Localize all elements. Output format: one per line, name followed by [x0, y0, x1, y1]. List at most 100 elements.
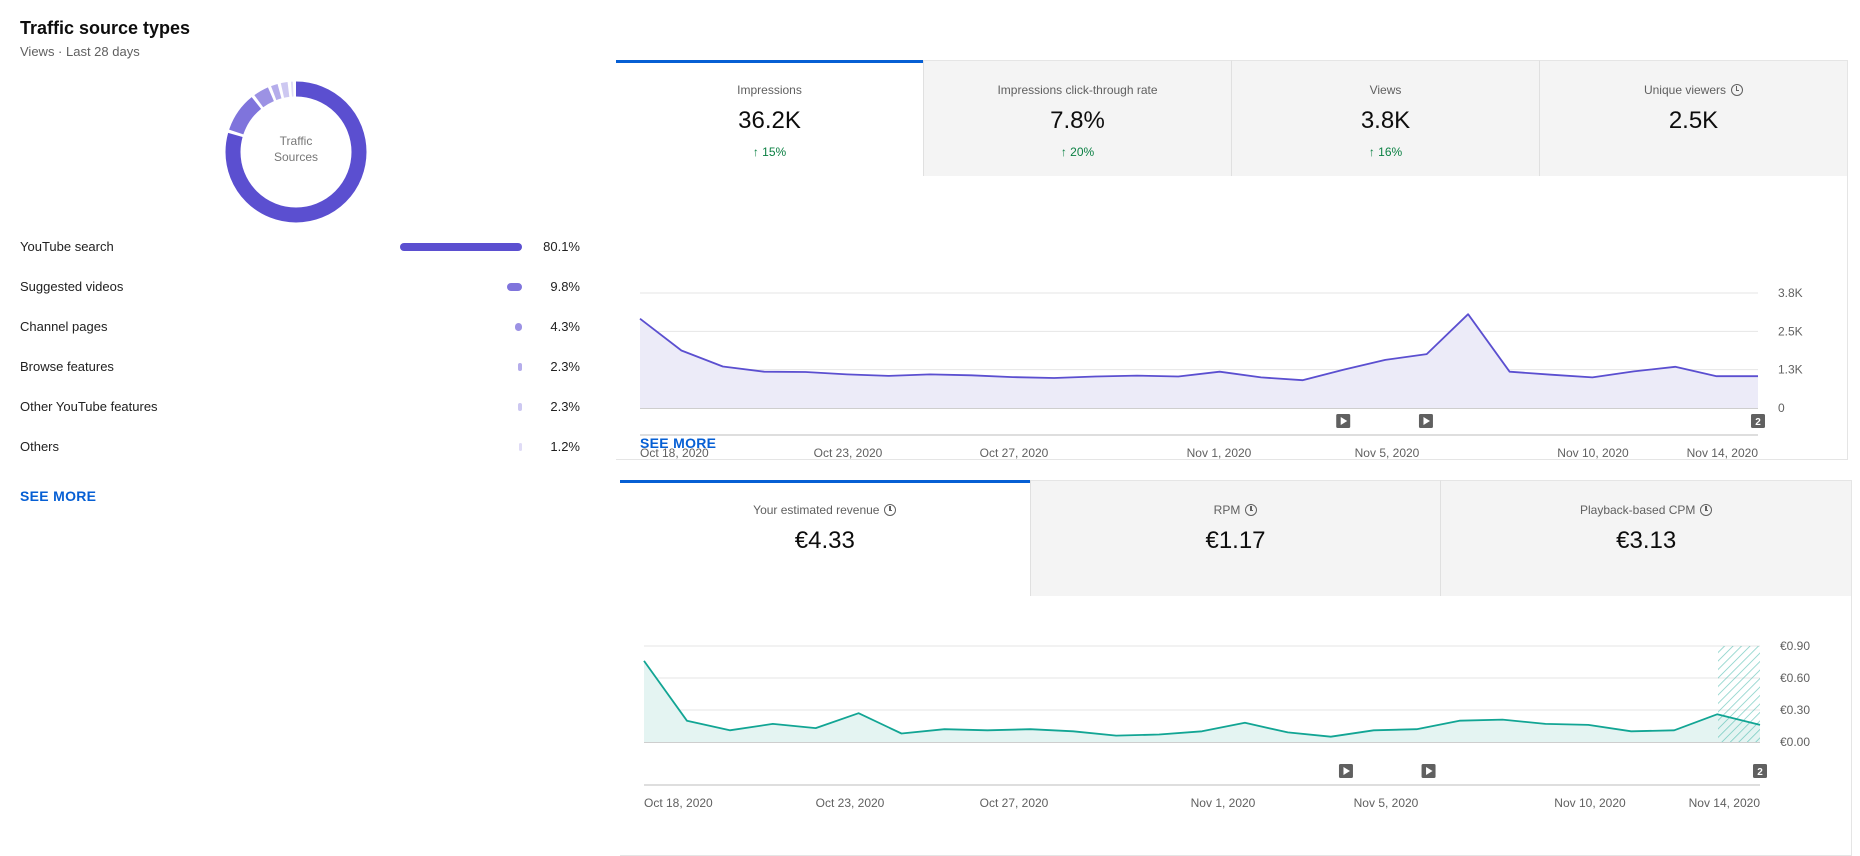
metric-label-text: Your estimated revenue — [753, 503, 880, 517]
metric-tab[interactable]: Unique viewers 2.5K — [1539, 60, 1847, 176]
metric-tab-label: Your estimated revenue — [753, 503, 897, 517]
traffic-source-row[interactable]: Channel pages 4.3% — [20, 316, 580, 356]
traffic-source-bar — [507, 283, 522, 291]
x-tick-label: Oct 18, 2020 — [644, 796, 713, 810]
traffic-source-percent: 80.1% — [543, 239, 580, 254]
traffic-source-list: YouTube search 80.1% Suggested videos 9.8% C… — [20, 236, 580, 476]
metric-change-value: 20% — [1070, 145, 1095, 159]
y-tick-label: €0.00 — [1780, 735, 1810, 749]
metric-value: 3.8K — [1360, 107, 1411, 134]
metric-tab[interactable]: Impressions 36.2K ↑ 15% — [616, 60, 923, 176]
x-tick-label: Nov 1, 2020 — [1187, 446, 1252, 460]
series-area — [640, 314, 1758, 408]
multi-marker-badge[interactable]: 2 — [1751, 414, 1765, 428]
y-tick-label: €0.90 — [1780, 639, 1810, 653]
video-marker-play-icon[interactable] — [1418, 414, 1433, 428]
metric-value: 7.8% — [1050, 107, 1105, 134]
arrow-up-icon: ↑ — [1060, 145, 1071, 159]
metric-change: ↑ 20% — [924, 145, 1231, 159]
donut-center-label: Traffic Sources — [273, 134, 319, 164]
metric-tab-label: Impressions — [737, 83, 802, 97]
metric-change-value: 16% — [1378, 145, 1403, 159]
metric-value: 36.2K — [738, 107, 801, 134]
metric-tab-label: RPM — [1214, 503, 1258, 517]
see-more-button[interactable]: SEE MORE — [20, 488, 97, 504]
traffic-source-row[interactable]: Other YouTube features 2.3% — [20, 396, 580, 436]
video-marker-play-icon[interactable] — [1421, 764, 1436, 778]
traffic-source-bar — [519, 443, 522, 451]
traffic-source-percent: 2.3% — [550, 399, 580, 414]
metric-tab[interactable]: RPM €1.17 — [1029, 480, 1441, 596]
metric-value: €3.13 — [1616, 527, 1677, 554]
metric-label-text: Playback-based CPM — [1579, 503, 1696, 517]
clock-icon[interactable] — [884, 504, 897, 516]
traffic-source-panel: Traffic source types Views · Last 28 day… — [20, 18, 580, 504]
see-more-button[interactable]: SEE MORE — [640, 435, 717, 451]
impressions-chart[interactable]: 3.8K 2.5K 1.3K 0 2 Oct 18, 2020 Oct 23, 2020 Oc… — [616, 176, 1848, 466]
metric-change: ↑ 16% — [1232, 145, 1539, 159]
series-area — [644, 660, 1760, 742]
series-line[interactable] — [643, 660, 1761, 738]
x-tick-label: Nov 5, 2020 — [1354, 796, 1419, 810]
metric-change-value: 15% — [762, 145, 787, 159]
metric-value: €1.17 — [1205, 527, 1266, 554]
x-tick-label: Nov 14, 2020 — [1687, 446, 1759, 460]
x-tick-label: Oct 18, 2020 — [640, 446, 709, 460]
x-tick-label: Nov 10, 2020 — [1554, 796, 1626, 810]
video-marker-play-icon[interactable] — [1336, 414, 1351, 428]
traffic-source-row[interactable]: YouTube search 80.1% — [20, 236, 580, 276]
metric-tab[interactable]: Your estimated revenue €4.33 — [620, 480, 1030, 596]
x-tick-label: Nov 14, 2020 — [1689, 796, 1761, 810]
y-tick-label: €0.60 — [1780, 671, 1810, 685]
metric-tab[interactable]: Views 3.8K ↑ 16% — [1231, 60, 1539, 176]
traffic-donut-chart[interactable]: Traffic Sources — [224, 80, 368, 224]
y-tick-label: 2.5K — [1778, 324, 1803, 338]
metric-value: 2.5K — [1668, 107, 1719, 134]
traffic-source-label: Browse features — [20, 359, 114, 374]
traffic-source-row[interactable]: Suggested videos 9.8% — [20, 276, 580, 316]
traffic-source-row[interactable]: Browse features 2.3% — [20, 356, 580, 396]
arrow-up-icon: ↑ — [1368, 145, 1379, 159]
metric-value: €4.33 — [794, 527, 855, 554]
y-tick-label: 1.3K — [1778, 363, 1803, 377]
svg-text:2: 2 — [1757, 767, 1763, 778]
clock-icon[interactable] — [1245, 504, 1258, 516]
metric-label-text: Impressions — [737, 83, 802, 97]
traffic-source-label: Others — [20, 439, 60, 454]
arrow-up-icon: ↑ — [752, 145, 763, 159]
traffic-source-percent: 4.3% — [550, 319, 580, 334]
traffic-source-bar — [400, 243, 522, 251]
metric-label-text: RPM — [1213, 503, 1241, 517]
metric-tab[interactable]: Playback-based CPM €3.13 — [1440, 480, 1852, 596]
traffic-source-percent: 2.3% — [550, 359, 580, 374]
x-tick-label: Nov 10, 2020 — [1557, 446, 1629, 460]
revenue-chart[interactable]: €0.90 €0.60 €0.30 €0.00 2 Oct 18, 2020 Oct 23,… — [620, 596, 1852, 856]
donut-slice-0[interactable] — [225, 81, 367, 223]
traffic-source-row[interactable]: Others 1.2% — [20, 436, 580, 476]
panel-subtitle: Views · Last 28 days — [20, 44, 140, 59]
video-marker-play-icon[interactable] — [1338, 764, 1353, 778]
metric-label-text: Views — [1369, 83, 1402, 97]
traffic-source-bar — [518, 403, 522, 411]
y-tick-label: €0.30 — [1780, 703, 1810, 717]
metric-label-text: Impressions click-through rate — [997, 83, 1158, 97]
metric-tab-label: Playback-based CPM — [1579, 503, 1713, 517]
traffic-source-label: YouTube search — [20, 239, 114, 254]
x-tick-label: Oct 23, 2020 — [814, 446, 883, 460]
y-tick-label: 3.8K — [1778, 286, 1803, 300]
metric-tab-label: Views — [1370, 83, 1402, 97]
multi-marker-badge[interactable]: 2 — [1753, 764, 1767, 778]
clock-icon[interactable] — [1700, 504, 1713, 516]
y-tick-label: 0 — [1778, 401, 1785, 415]
traffic-source-bar — [515, 323, 522, 331]
reach-metric-tabs: Impressions 36.2K ↑ 15% Impressions click-t… — [616, 60, 1847, 176]
x-tick-label: Oct 27, 2020 — [980, 446, 1049, 460]
metric-tab[interactable]: Impressions click-through rate 7.8% ↑ 20% — [923, 60, 1231, 176]
traffic-source-percent: 9.8% — [550, 279, 580, 294]
series-line[interactable] — [639, 313, 1758, 382]
traffic-source-label: Suggested videos — [20, 279, 124, 294]
revenue-metric-tabs: Your estimated revenue €4.33 RPM €1.17 Playb… — [620, 480, 1852, 596]
traffic-source-label: Channel pages — [20, 319, 108, 334]
reach-metrics-card: Impressions 36.2K ↑ 15% Impressions click-t… — [616, 60, 1848, 460]
clock-icon[interactable] — [1731, 84, 1744, 96]
